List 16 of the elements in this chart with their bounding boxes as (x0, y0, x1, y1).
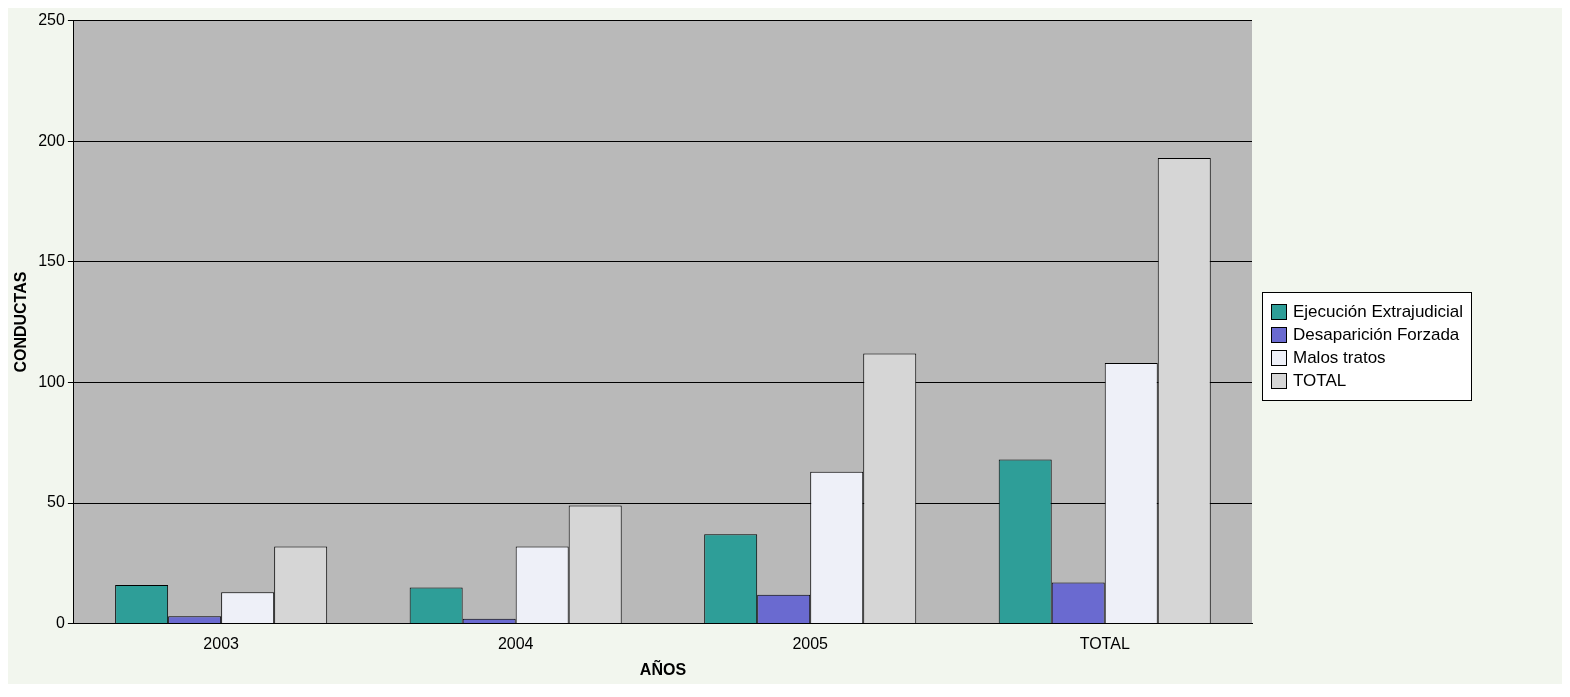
legend-label: Malos tratos (1293, 347, 1386, 368)
x-tick-label: 2005 (792, 634, 829, 652)
y-tick-label: 200 (38, 131, 65, 149)
legend-label: Desaparición Forzada (1293, 324, 1460, 345)
legend-label: TOTAL (1293, 370, 1347, 391)
y-tick-label: 0 (55, 614, 65, 632)
legend-label: Ejecución Extrajudicial (1293, 301, 1464, 322)
y-tick-label: 50 (47, 493, 65, 511)
y-tick-label: 100 (38, 372, 65, 390)
x-tick-label: TOTAL (1079, 634, 1130, 652)
y-tick-label: 250 (38, 11, 65, 29)
x-tick-label: 2004 (497, 634, 534, 652)
x-tick-label: 2003 (203, 634, 240, 652)
y-tick-label: 150 (38, 252, 65, 270)
y-axis-title: CONDUCTAS (12, 271, 30, 373)
x-axis-title: AÑOS (639, 658, 687, 678)
